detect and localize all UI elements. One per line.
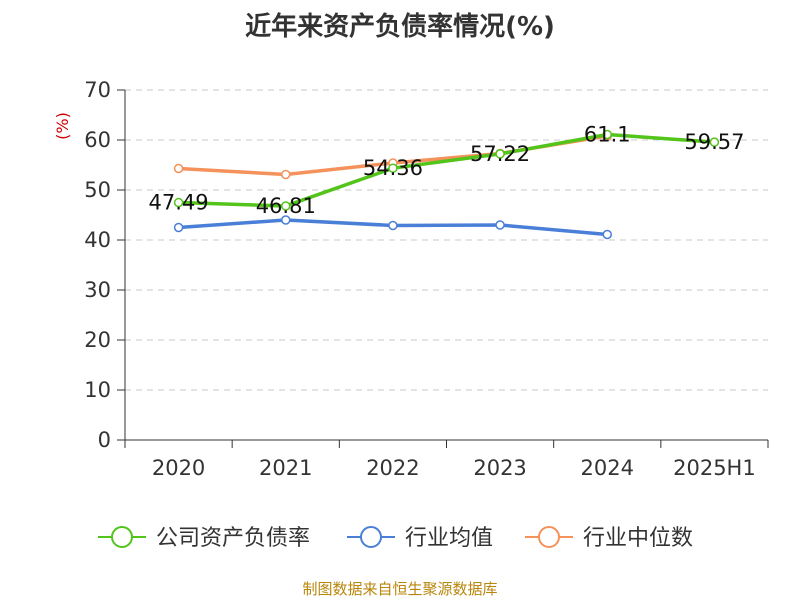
legend: 公司资产负债率 行业均值 行业中位数 <box>98 526 693 551</box>
legend-label: 行业均值 <box>405 526 493 551</box>
series-line <box>178 132 715 208</box>
legend-item: 公司资产负债率 <box>98 526 310 551</box>
grid-lines <box>125 89 768 391</box>
x-tick-label: 2020 <box>152 456 205 480</box>
x-tick-label: 2023 <box>473 456 526 480</box>
data-point <box>388 220 398 231</box>
data-point <box>388 163 398 173</box>
y-axis-label: (%) <box>53 112 72 140</box>
data-label: 59.57 <box>684 130 744 154</box>
legend-item: 行业均值 <box>347 526 493 551</box>
y-tick-label: 60 <box>84 128 111 152</box>
tick-labels: 0 10 20 30 40 50 60 70 2020 2021 2022 2023 2024 2025H… <box>84 78 755 480</box>
data-point <box>495 220 505 230</box>
data-label: 46.81 <box>256 194 316 218</box>
data-point <box>602 129 612 140</box>
data-point <box>602 229 612 240</box>
data-point <box>281 215 291 225</box>
legend-label: 行业中位数 <box>583 526 693 551</box>
data-point <box>173 222 184 233</box>
legend-label: 公司资产负债率 <box>156 526 310 551</box>
series-lines <box>173 129 720 240</box>
legend-swatch-marker <box>111 526 133 548</box>
x-tick-label: 2021 <box>259 456 312 480</box>
data-point <box>281 201 291 211</box>
x-tick-label: 2024 <box>581 456 634 480</box>
data-label: 54.36 <box>363 156 423 180</box>
data-point <box>709 137 720 147</box>
y-tick-label: 40 <box>84 228 111 252</box>
legend-item: 行业中位数 <box>525 526 693 551</box>
data-label: 57.22 <box>470 142 530 166</box>
data-source-note: 制图数据来自恒生聚源数据库 <box>302 580 498 598</box>
chart-title: 近年来资产负债率情况(%) <box>245 12 555 42</box>
data-point <box>173 163 184 174</box>
y-tick-label: 10 <box>84 378 111 402</box>
x-tick-label: 2025H1 <box>673 456 756 480</box>
x-tick-label: 2022 <box>366 456 419 480</box>
data-labels: 47.49 46.81 54.36 57.22 61.1 59.57 <box>149 123 745 218</box>
legend-swatch-marker <box>360 526 382 548</box>
data-point <box>495 149 505 159</box>
axes <box>117 89 769 448</box>
y-tick-label: 20 <box>84 328 111 352</box>
data-point <box>281 169 291 180</box>
data-point <box>173 197 184 208</box>
y-tick-label: 30 <box>84 278 111 302</box>
y-tick-label: 50 <box>84 178 111 202</box>
data-label: 61.1 <box>584 123 631 147</box>
y-tick-label: 0 <box>98 428 111 452</box>
data-label: 47.49 <box>149 191 209 215</box>
y-tick-label: 70 <box>84 78 111 102</box>
legend-swatch-marker <box>538 526 560 548</box>
